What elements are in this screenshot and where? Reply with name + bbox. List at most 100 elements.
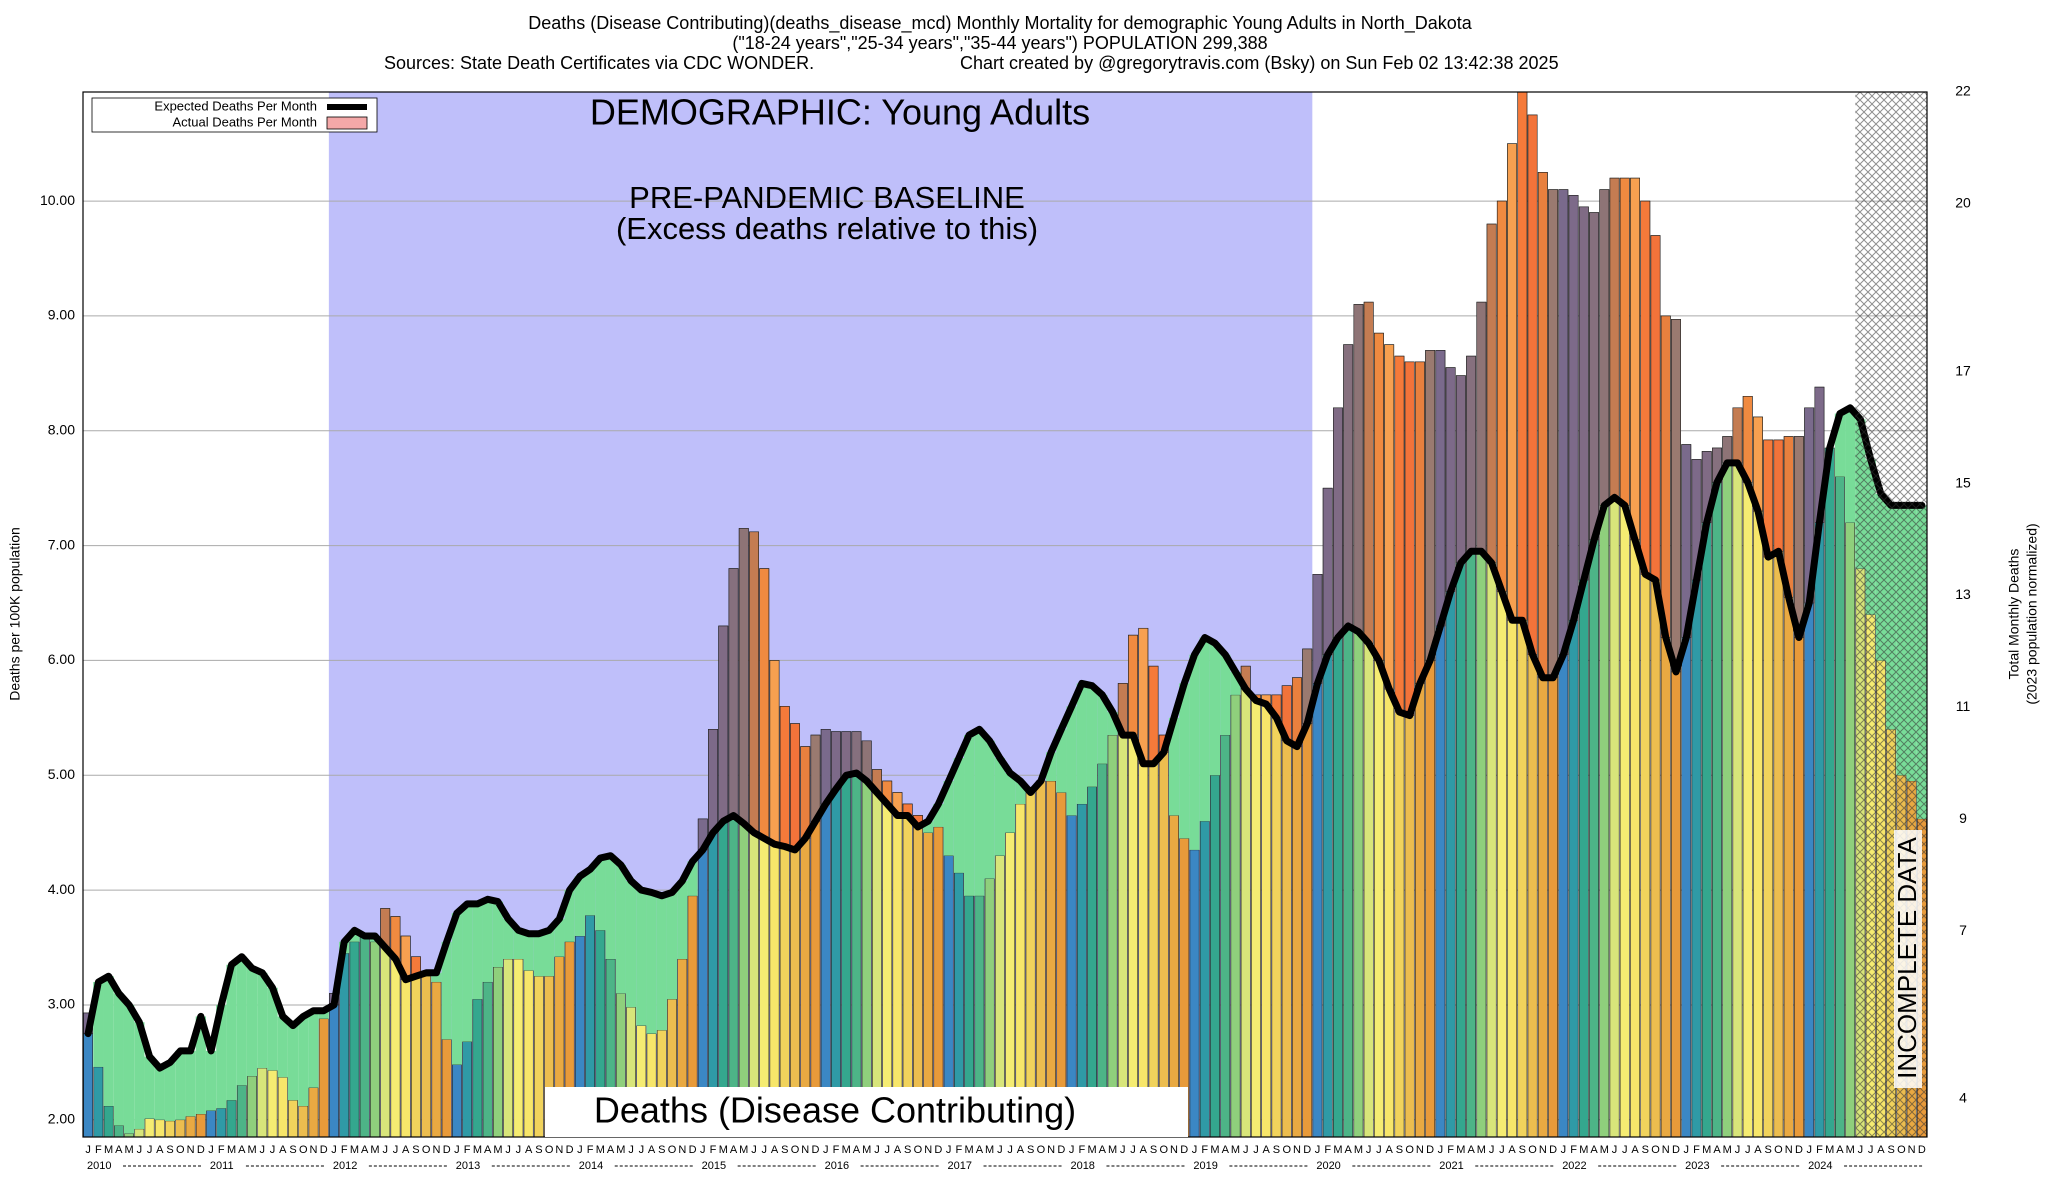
x-month-label: S (289, 1144, 296, 1156)
x-year-label: 2024 (1808, 1160, 1832, 1172)
x-month-label: M (985, 1144, 994, 1156)
x-year-label: 2014 (579, 1160, 603, 1172)
excess-segment (1496, 200, 1507, 592)
deficit-area (144, 1056, 155, 1119)
deficit-area (1005, 772, 1016, 833)
excess-segment (769, 660, 780, 845)
deficit-area (656, 895, 667, 1031)
excess-segment (1466, 355, 1477, 552)
deficit-area (974, 729, 985, 896)
incomplete-label: INCOMPLETE DATA (1892, 836, 1922, 1078)
deficit-area (625, 880, 637, 1008)
bar (1056, 792, 1067, 1138)
y2-tick-label: 4 (1959, 1090, 1967, 1106)
deficit-area (1066, 706, 1077, 816)
x-month-label: J (393, 1144, 399, 1156)
x-month-label: J (628, 1144, 634, 1156)
x-month-label: F (1816, 1144, 1823, 1156)
x-month-label: A (402, 1144, 410, 1156)
x-year-label: 2022 (1562, 1160, 1586, 1172)
deficit-area (1015, 781, 1026, 804)
x-month-label: A (1631, 1144, 1639, 1156)
deficit-area (1086, 685, 1098, 787)
bar (175, 1119, 186, 1138)
deficit-area (103, 976, 114, 1106)
legend-label: Expected Deaths Per Month (154, 98, 317, 113)
bar (113, 1125, 124, 1138)
x-month-label: J (762, 1144, 768, 1156)
y-tick-label: 4.00 (48, 881, 75, 897)
x-month-label: S (1642, 1144, 1649, 1156)
y2-axis-title: (2023 population normalized) (2024, 523, 2040, 704)
x-month-label: M (739, 1144, 748, 1156)
deficit-area (287, 1025, 299, 1101)
x-month-label: N (555, 1144, 563, 1156)
deficit-area (349, 930, 360, 942)
bar (1087, 786, 1098, 1138)
excess-segment (1455, 375, 1466, 564)
x-month-label: A (1467, 1144, 1475, 1156)
x-month-label: A (115, 1144, 123, 1156)
y-tick-label: 8.00 (48, 421, 75, 437)
x-month-label: A (1877, 1144, 1885, 1156)
x-month-label: D (1303, 1144, 1311, 1156)
bar (1158, 734, 1169, 1138)
x-month-label: O (791, 1144, 800, 1156)
excess-segment (1722, 436, 1733, 464)
x-month-label: J (997, 1144, 1003, 1156)
deficit-area (523, 933, 534, 971)
x-month-label: J (147, 1144, 153, 1156)
excess-segment (1548, 189, 1559, 678)
deficit-area (984, 740, 995, 879)
x-month-label: S (781, 1144, 788, 1156)
deficit-area (164, 1062, 176, 1121)
x-month-label: N (924, 1144, 932, 1156)
deficit-area (1845, 407, 1856, 523)
x-month-label: J (382, 1144, 388, 1156)
x-month-label: D (1672, 1144, 1680, 1156)
bar (154, 1119, 165, 1138)
deficit-area (666, 892, 678, 1000)
x-month-label: O (914, 1144, 923, 1156)
excess-segment (1609, 177, 1620, 498)
x-month-label: J (1868, 1144, 1874, 1156)
x-month-label: F (1447, 1144, 1454, 1156)
x-month-label: O (1160, 1144, 1169, 1156)
deficit-area (677, 880, 688, 960)
x-month-label: J (1806, 1144, 1812, 1156)
excess-segment (708, 729, 718, 833)
bar (1722, 436, 1733, 1138)
x-month-label: A (1713, 1144, 1721, 1156)
y-tick-label: 3.00 (48, 996, 75, 1012)
x-month-label: J (1612, 1144, 1618, 1156)
x-month-label: S (904, 1144, 911, 1156)
bar (431, 981, 442, 1138)
bar (1240, 665, 1251, 1138)
excess-segment (790, 723, 800, 851)
excess-segment (1671, 319, 1681, 673)
y2-tick-label: 7 (1959, 922, 1967, 938)
credit: Chart created by @gregorytravis.com (Bsk… (960, 53, 1559, 73)
excess-segment (728, 568, 739, 816)
excess-segment (1568, 195, 1579, 621)
bar (1230, 694, 1241, 1138)
x-month-label: O (422, 1144, 431, 1156)
x-month-label: D (689, 1144, 697, 1156)
deficit-area (236, 956, 247, 1086)
x-month-label: N (1047, 1144, 1055, 1156)
y-tick-label: 7.00 (48, 536, 75, 552)
deficit-area (113, 993, 124, 1126)
deficit-area (257, 972, 268, 1069)
bar (472, 998, 483, 1138)
x-month-label: N (187, 1144, 195, 1156)
x-year-label: 2016 (825, 1160, 849, 1172)
deficit-area (513, 930, 524, 960)
deficit-area (123, 1004, 135, 1134)
x-month-label: D (1549, 1144, 1557, 1156)
x-month-label: A (525, 1144, 533, 1156)
deficit-area (1189, 654, 1200, 850)
cause-label: Deaths (Disease Contributing) (594, 1090, 1076, 1131)
x-month-label: S (412, 1144, 419, 1156)
bar (1824, 447, 1835, 1138)
x-month-label: J (505, 1144, 511, 1156)
